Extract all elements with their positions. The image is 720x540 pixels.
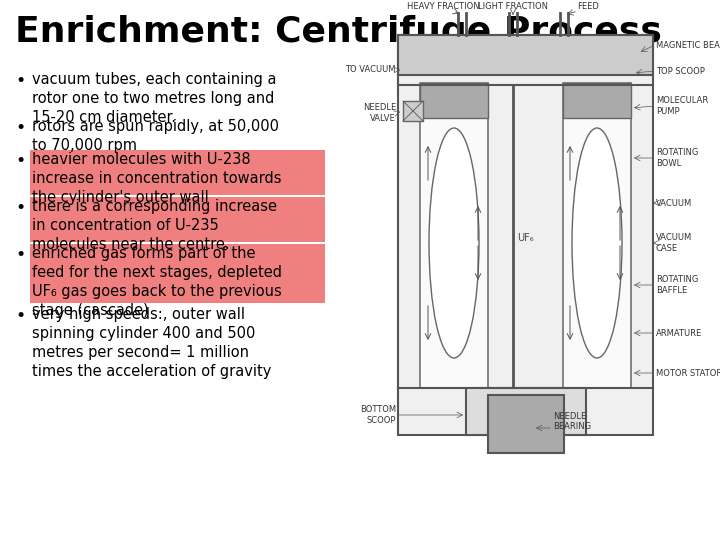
Text: rotors are spun rapidly, at 50,000
to 70,000 rpm: rotors are spun rapidly, at 50,000 to 70… — [32, 119, 279, 153]
Text: NEEDLE
BEARING: NEEDLE BEARING — [553, 411, 591, 431]
Bar — [420, 83, 488, 118]
Bar — [563, 83, 631, 118]
Text: Enrichment: Centrifuge Process: Enrichment: Centrifuge Process — [15, 15, 662, 49]
Text: •: • — [15, 72, 25, 90]
Bar — [420, 83, 488, 388]
Text: there is a corresponding increase
in concentration of U-235
molecules near the c: there is a corresponding increase in con… — [32, 199, 277, 252]
Text: •: • — [15, 307, 25, 325]
Bar — [30, 244, 325, 303]
Bar — [398, 35, 653, 75]
Text: heavier molecules with U-238
increase in concentration towards
the cylinder's ou: heavier molecules with U-238 increase in… — [32, 152, 282, 205]
Text: enriched gas forms part of the
feed for the next stages, depleted
UF₆ gas goes b: enriched gas forms part of the feed for … — [32, 246, 282, 318]
Text: ROTATING
BOWL: ROTATING BOWL — [656, 148, 698, 168]
Text: TOP SCOOP: TOP SCOOP — [656, 66, 705, 76]
Text: vacuum tubes, each containing a
rotor one to two metres long and
15-20 cm diamet: vacuum tubes, each containing a rotor on… — [32, 72, 276, 125]
Text: LIGHT FRACTION: LIGHT FRACTION — [478, 2, 548, 11]
Text: MOLECULAR
PUMP: MOLECULAR PUMP — [656, 96, 708, 116]
Text: ROTATING
BAFFLE: ROTATING BAFFLE — [656, 275, 698, 295]
Text: FEED: FEED — [577, 2, 599, 11]
Text: MOTOR STATOR: MOTOR STATOR — [656, 368, 720, 377]
Text: HEAVY FRACTION: HEAVY FRACTION — [407, 2, 480, 11]
Bar — [398, 35, 653, 435]
Ellipse shape — [429, 128, 479, 358]
Text: very high speeds:, outer wall
spinning cylinder 400 and 500
metres per second= 1: very high speeds:, outer wall spinning c… — [32, 307, 271, 379]
Text: •: • — [15, 119, 25, 137]
Text: ARMATURE: ARMATURE — [656, 328, 702, 338]
Bar — [466, 388, 586, 435]
Text: •: • — [15, 152, 25, 170]
Bar — [488, 395, 564, 453]
Bar — [30, 150, 325, 195]
Text: NEEDLE
VALVE: NEEDLE VALVE — [363, 103, 396, 123]
Text: MAGNETIC BEARING: MAGNETIC BEARING — [656, 40, 720, 50]
Text: TO VACUUM: TO VACUUM — [346, 65, 396, 75]
Text: VACUUM
CASE: VACUUM CASE — [656, 233, 692, 253]
Text: •: • — [15, 199, 25, 217]
Text: BOTTOM
SCOOP: BOTTOM SCOOP — [360, 406, 396, 424]
Bar — [30, 197, 325, 242]
Bar — [403, 101, 423, 121]
Text: •: • — [15, 246, 25, 264]
Text: VACUUM: VACUUM — [656, 199, 692, 207]
Ellipse shape — [572, 128, 622, 358]
Text: UF₆: UF₆ — [517, 233, 534, 243]
Bar — [563, 83, 631, 388]
